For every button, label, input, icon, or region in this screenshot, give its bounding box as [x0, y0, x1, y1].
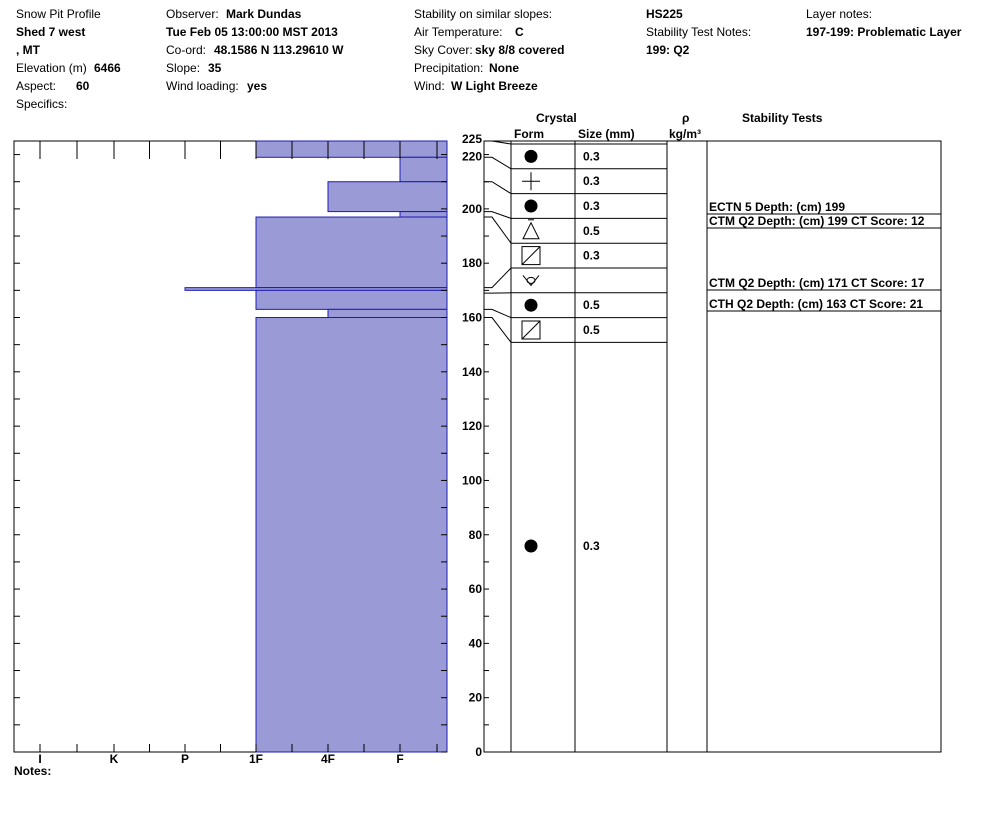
layer-connector-line: [484, 181, 512, 195]
notes-label: Notes:: [14, 764, 52, 778]
crystal-size-2: 0.3: [583, 199, 600, 213]
coord-value: 48.1586 N 113.29610 W: [214, 43, 344, 57]
stability-test-3: CTH Q2 Depth: (cm) 163 CT Score: 21: [709, 297, 923, 311]
size-header: Size (mm): [578, 127, 635, 141]
hardness-bar-7: [327, 308, 448, 319]
crystal-size-4: 0.3: [583, 249, 600, 263]
x-tick-label-I: I: [38, 752, 41, 766]
stability-notes-label: Stability Test Notes:: [646, 25, 752, 39]
y-tick-label-200: 200: [462, 202, 482, 216]
form-header: Form: [514, 127, 544, 141]
rounded-grains-icon: [524, 298, 538, 312]
y-tick-label-100: 100: [462, 473, 482, 487]
layer-connector-line: [484, 140, 512, 145]
elevation-label: Elevation (m): [16, 61, 87, 75]
surface-hoar-icon: [522, 275, 540, 287]
sky-cover-value: sky 8/8 covered: [475, 43, 565, 57]
precip-value: None: [489, 61, 519, 75]
y-tick-label-140: 140: [462, 365, 482, 379]
crystal-size-8: 0.3: [583, 539, 600, 553]
layer-connector-line: [484, 267, 512, 289]
hardness-bar-2: [327, 181, 448, 213]
precipitation-particles-icon: [522, 172, 540, 191]
faceted-crystals-icon: [521, 246, 541, 266]
observer-value: Mark Dundas: [226, 7, 302, 21]
stability-similar-label: Stability on similar slopes:: [414, 7, 553, 21]
y-tick-label-120: 120: [462, 419, 482, 433]
hardness-bar-1: [399, 156, 448, 183]
rounded-grains-icon: [524, 539, 538, 553]
crystal-size-0: 0.3: [583, 149, 600, 163]
y-tick-label-60: 60: [469, 582, 483, 596]
y-tick-label-180: 180: [462, 256, 482, 270]
density-unit-header: kg/m³: [669, 127, 702, 141]
stability-test-2: CTM Q2 Depth: (cm) 171 CT Score: 17: [709, 276, 925, 290]
y-tick-label-160: 160: [462, 311, 482, 325]
x-tick-label-4F: 4F: [321, 752, 335, 766]
stability-test-0: ECTN 5 Depth: (cm) 199: [709, 200, 845, 214]
y-tick-label-225: 225: [462, 132, 482, 146]
wind-loading-value: yes: [247, 79, 268, 93]
layer-table-frame: [483, 140, 942, 753]
wind-label: Wind:: [414, 79, 445, 93]
density-header: ρ: [682, 111, 690, 125]
coord-label: Co-ord:: [166, 43, 207, 57]
layer-connector-line: [484, 211, 512, 219]
air-temp-value: C: [515, 25, 524, 39]
rounded-grains-icon: [524, 199, 538, 213]
aspect-value: 60: [76, 79, 90, 93]
datetime: Tue Feb 05 13:00:00 MST 2013: [166, 25, 338, 39]
x-tick-label-1F: 1F: [249, 752, 263, 766]
crystal-size-7: 0.5: [583, 323, 600, 337]
hardness-bar-6: [255, 289, 448, 310]
stability-test-1: CTM Q2 Depth: (cm) 199 CT Score: 12: [709, 214, 925, 228]
hs-value: HS225: [646, 7, 683, 21]
stability-notes-value: 199: Q2: [646, 43, 690, 57]
layer-connector-line: [484, 156, 512, 170]
observer-label: Observer:: [166, 7, 219, 21]
location-name: Shed 7 west: [16, 25, 86, 39]
rounded-grains-icon: [524, 149, 538, 163]
elevation-value: 6466: [94, 61, 121, 75]
x-tick-label-F: F: [396, 752, 403, 766]
crystal-size-6: 0.5: [583, 298, 600, 312]
layer-notes-value: 197-199: Problematic Layer: [806, 25, 962, 39]
layer-notes-label: Layer notes:: [806, 7, 873, 21]
precip-label: Precipitation:: [414, 61, 484, 75]
crystal-header: Crystal: [536, 111, 577, 125]
layer-connector-line: [484, 317, 512, 343]
wind-loading-label: Wind loading:: [166, 79, 239, 93]
sky-cover-label: Sky Cover:: [414, 43, 473, 57]
hardness-bar-4: [255, 216, 448, 289]
slope-label: Slope:: [166, 61, 201, 75]
faceted-crystals-icon: [521, 320, 541, 340]
hardness-bar-8: [255, 317, 448, 753]
slope-value: 35: [208, 61, 222, 75]
crystal-size-3: 0.5: [583, 224, 600, 238]
stability-tests-header: Stability Tests: [742, 111, 823, 125]
y-tick-label-20: 20: [469, 691, 483, 705]
hardness-bar-0: [255, 140, 448, 158]
y-tick-label-220: 220: [462, 150, 482, 164]
y-tick-label-80: 80: [469, 528, 483, 542]
y-tick-label-40: 40: [469, 636, 483, 650]
crystal-size-1: 0.3: [583, 174, 600, 188]
aspect-label: Aspect:: [16, 79, 57, 93]
wind-value: W Light Breeze: [451, 79, 538, 93]
hardness-bar-3: [399, 211, 448, 218]
title: Snow Pit Profile: [16, 7, 101, 21]
location-state: , MT: [16, 43, 40, 57]
x-tick-label-K: K: [110, 752, 119, 766]
depth-hoar-icon: [522, 219, 540, 240]
x-tick-label-P: P: [181, 752, 189, 766]
layer-connector-line: [484, 308, 512, 319]
specifics-label: Specifics:: [16, 97, 68, 111]
y-tick-label-0: 0: [475, 745, 482, 759]
layer-connector-line: [484, 216, 512, 244]
air-temp-label: Air Temperature:: [414, 25, 503, 39]
